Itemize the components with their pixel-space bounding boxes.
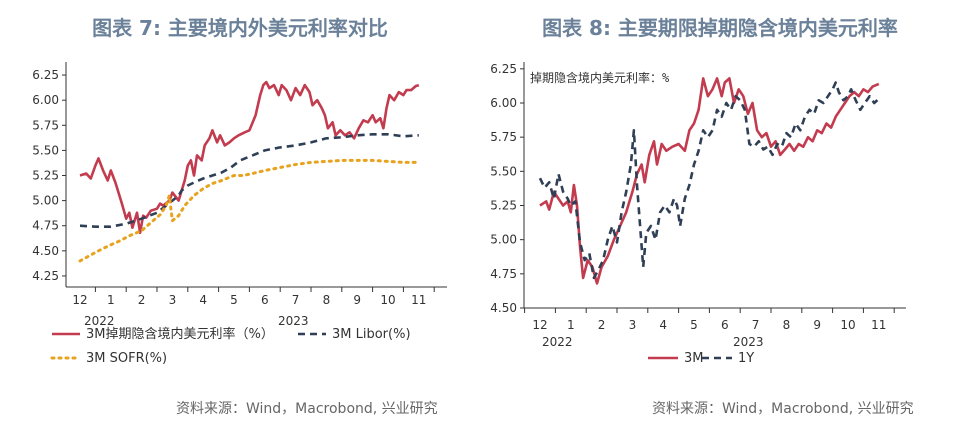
chart-annotation: 掉期隐含境内美元利率：% — [530, 70, 670, 85]
x-tick-label: 6 — [721, 318, 729, 332]
legend-label-3m: 3M — [684, 351, 704, 366]
y-tick-label: 5.50 — [490, 164, 517, 178]
x-tick-label: 12 — [72, 293, 87, 307]
x-tick-label: 1 — [107, 293, 115, 307]
x-tick-label: 5 — [690, 318, 698, 332]
y-tick-label: 6.25 — [32, 68, 59, 82]
x-tick-label: 5 — [230, 293, 238, 307]
y-tick-label: 4.75 — [32, 219, 59, 233]
series-line-libor — [79, 133, 419, 228]
x-tick-label: 7 — [292, 293, 300, 307]
right-chart-title: 图表 8: 主要期限掉期隐含境内美元利率 — [542, 16, 898, 40]
legend-label-sofr: 3M SOFR(%) — [86, 351, 167, 366]
legend-label-1y: 1Y — [738, 351, 754, 366]
x-tick-label: 10 — [840, 318, 855, 332]
x-year-label: 2022 — [542, 335, 573, 349]
y-tick-label: 5.25 — [32, 169, 59, 183]
y-tick-label: 4.25 — [32, 269, 59, 283]
x-year-label: 2023 — [733, 335, 764, 349]
x-tick-label: 12 — [532, 318, 547, 332]
y-tick-label: 6.25 — [490, 62, 517, 76]
x-tick-label: 9 — [353, 293, 361, 307]
x-tick-label: 4 — [199, 293, 207, 307]
x-tick-label: 4 — [659, 318, 667, 332]
x-tick-label: 3 — [629, 318, 637, 332]
x-tick-label: 1 — [567, 318, 575, 332]
left-chart-panel: 图表 7: 主要境内外美元利率对比 4.25 4.50 4.75 5.00 5.25 5.… — [32, 16, 447, 417]
x-tick-label: 10 — [380, 293, 395, 307]
left-chart-source: 资料来源：Wind，Macrobond, 兴业研究 — [176, 401, 438, 417]
y-tick-label: 4.50 — [490, 301, 517, 315]
y-tick-label: 4.50 — [32, 244, 59, 258]
x-tick-label: 8 — [783, 318, 791, 332]
x-tick-label: 7 — [752, 318, 760, 332]
y-tick-label: 5.50 — [32, 143, 59, 157]
y-tick-label: 5.75 — [32, 118, 59, 132]
x-tick-label: 2 — [598, 318, 606, 332]
y-tick-label: 4.75 — [490, 267, 517, 281]
x-tick-label: 9 — [813, 318, 821, 332]
left-chart-title: 图表 7: 主要境内外美元利率对比 — [92, 16, 388, 40]
y-tick-label: 6.00 — [32, 93, 59, 107]
x-tick-label: 6 — [261, 293, 269, 307]
y-tick-label: 5.75 — [490, 130, 517, 144]
x-tick-label: 11 — [871, 318, 886, 332]
x-tick-label: 2 — [138, 293, 146, 307]
right-chart-panel: 图表 8: 主要期限掉期隐含境内美元利率 4.50 4.75 5.00 5.25 5.5… — [480, 0, 960, 426]
legend-label-libor: 3M Libor(%) — [332, 327, 411, 342]
legend-label-3m: 3M掉期隐含境内美元利率（%） — [86, 326, 274, 342]
series-line-sofr — [78, 158, 421, 263]
y-tick-label: 5.00 — [490, 233, 517, 247]
y-tick-label: 5.25 — [490, 199, 517, 213]
series-line-3m — [79, 80, 420, 235]
series-line-1y — [538, 81, 880, 280]
y-tick-label: 5.00 — [32, 194, 59, 208]
x-tick-label: 8 — [323, 293, 331, 307]
x-year-label: 2022 — [84, 314, 115, 328]
x-year-label: 2023 — [278, 314, 309, 328]
x-tick-label: 11 — [411, 293, 426, 307]
x-tick-label: 3 — [169, 293, 177, 307]
y-tick-label: 6.00 — [490, 96, 517, 110]
series-line-3m — [539, 77, 880, 285]
right-chart-source: 资料来源：Wind，Macrobond, 兴业研究 — [652, 401, 914, 417]
